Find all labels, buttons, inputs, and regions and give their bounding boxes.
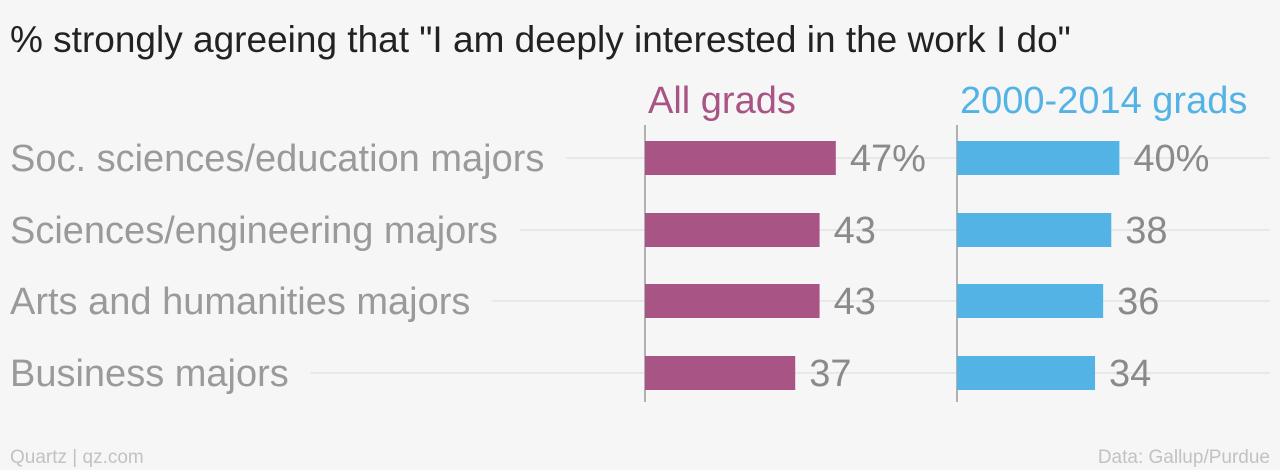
data-label: 43 [834,210,876,252]
bar [957,284,1104,318]
bar [645,213,820,247]
data-label: 38 [1125,210,1167,252]
bar [645,284,820,318]
data-label: 36 [1117,281,1159,323]
bar [957,141,1120,175]
footer-source-left: Quartz | qz.com [10,447,144,468]
data-label: 40% [1133,138,1209,180]
bar [957,213,1112,247]
bar [645,356,796,390]
category-label: Business majors [10,353,289,395]
bar [957,356,1096,390]
series-header: All grads [648,80,796,122]
chart-body: Soc. sciences/education majors Sciences/e… [10,80,1270,402]
bar [645,141,836,175]
chart-title: % strongly agreeing that "I am deeply in… [10,19,1071,60]
category-label: Soc. sciences/education majors [10,138,544,180]
series-header: 2000-2014 grads [960,80,1247,122]
category-label: Sciences/engineering majors [10,210,498,252]
category-label: Arts and humanities majors [10,281,470,323]
data-label: 34 [1109,353,1151,395]
footer-source-right: Data: Gallup/Purdue [1098,447,1270,468]
data-label: 47% [850,138,926,180]
data-label: 37 [809,353,851,395]
data-label: 43 [834,281,876,323]
